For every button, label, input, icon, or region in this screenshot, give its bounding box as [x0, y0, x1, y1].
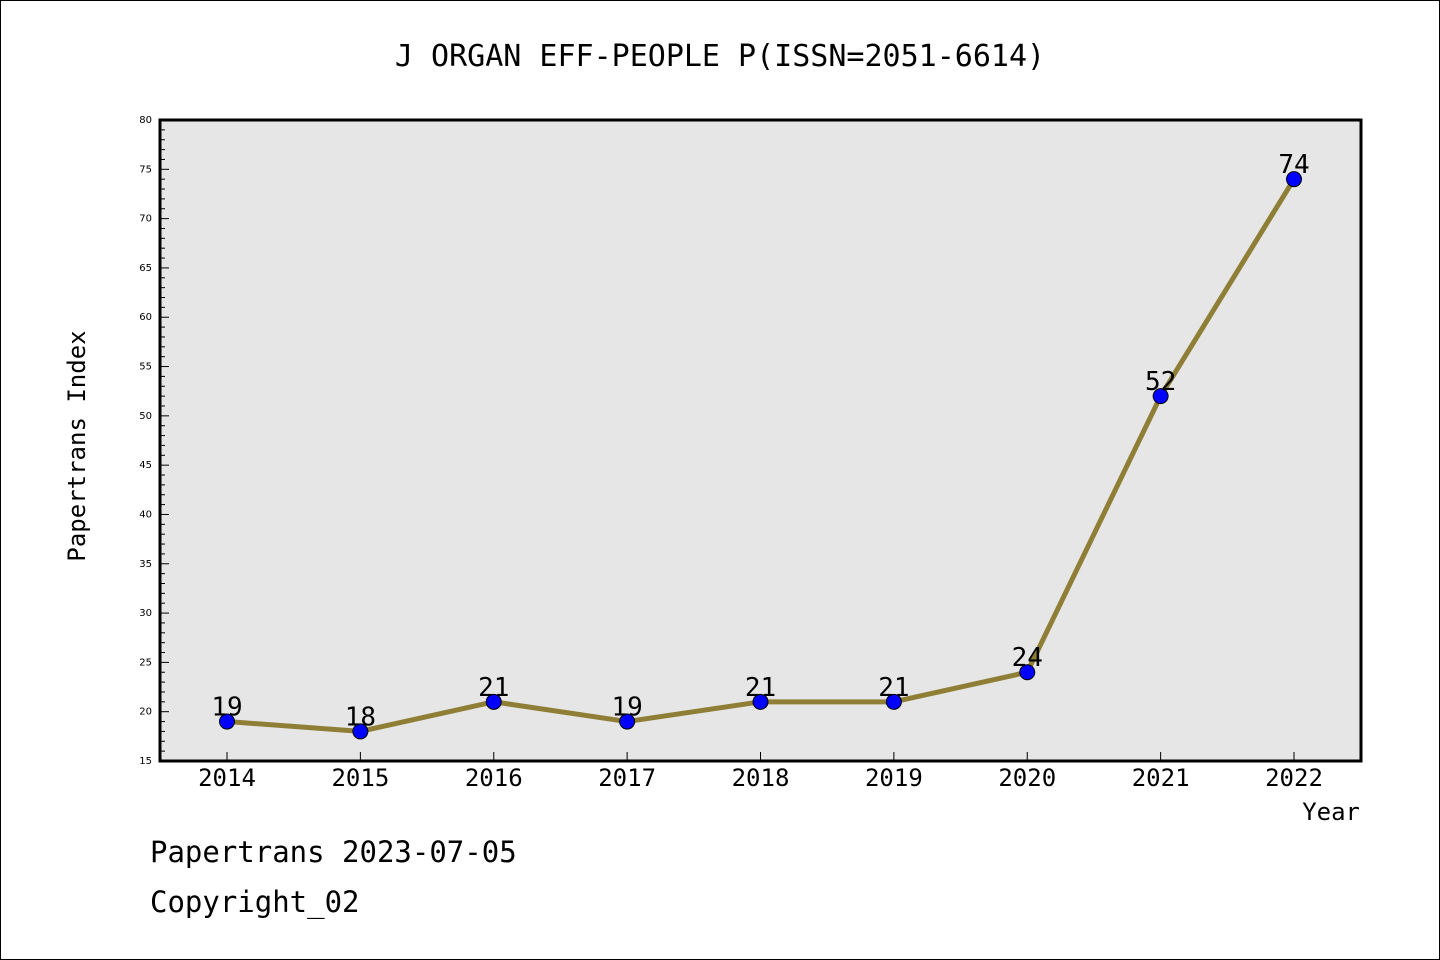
y-tick-label: 50	[139, 411, 152, 422]
data-label: 18	[345, 702, 376, 732]
data-point	[485, 693, 502, 710]
data-label: 21	[878, 673, 909, 703]
y-tick-label: 35	[139, 559, 152, 570]
data-label: 19	[211, 693, 242, 723]
x-tick-label: 2019	[865, 764, 923, 792]
y-tick-label: 70	[139, 214, 152, 225]
data-point	[1286, 171, 1302, 188]
x-tick-label: 2016	[465, 764, 523, 792]
footer-date: Papertrans 2023-07-05	[150, 835, 517, 869]
x-tick-label: 2018	[732, 764, 790, 792]
x-tick-label: 2022	[1265, 764, 1323, 792]
y-tick-label: 65	[139, 263, 152, 274]
data-point	[1019, 664, 1036, 681]
y-tick-label: 55	[139, 362, 152, 373]
y-tick-label: 40	[139, 509, 152, 520]
data-point	[1152, 388, 1169, 405]
x-tick-label: 2017	[598, 764, 656, 792]
x-tick-label: 2020	[998, 764, 1056, 792]
y-tick-label: 45	[139, 460, 152, 471]
data-point	[352, 723, 369, 740]
plot-area	[160, 120, 1361, 761]
data-label: 52	[1145, 367, 1176, 397]
y-tick-label: 60	[139, 312, 152, 323]
y-tick-label: 30	[139, 608, 152, 619]
data-point	[619, 713, 636, 730]
x-axis-ticks: 2014 2015 2016 2017 2018 2019 2020 2021 2022	[198, 752, 1323, 792]
x-tick-label: 2021	[1132, 764, 1190, 792]
y-tick-label: 75	[139, 164, 152, 175]
y-tick-label: 80	[139, 115, 152, 126]
series-group: 19 18 21 19 21 21 24 52 74	[211, 150, 1310, 740]
y-tick-label: 20	[139, 707, 152, 718]
y-tick-label: 15	[139, 756, 152, 767]
data-point	[219, 713, 235, 730]
data-label: 21	[478, 673, 509, 703]
data-label: 19	[611, 693, 642, 723]
data-point	[752, 693, 769, 710]
footer-copyright: Copyright_02	[150, 885, 360, 919]
data-label: 74	[1278, 150, 1309, 180]
x-axis-label: Year	[1302, 798, 1360, 826]
data-label: 24	[1012, 643, 1043, 673]
plot-border	[158, 118, 1363, 763]
x-tick-label: 2015	[331, 764, 389, 792]
x-tick-label: 2014	[198, 764, 256, 792]
chart-title: J ORGAN EFF-PEOPLE P(ISSN=2051-6614)	[395, 39, 1045, 74]
data-label: 21	[745, 673, 776, 703]
y-axis-label: Papertrans Index	[63, 330, 91, 561]
y-tick-label: 25	[139, 657, 152, 668]
data-point	[885, 693, 902, 710]
